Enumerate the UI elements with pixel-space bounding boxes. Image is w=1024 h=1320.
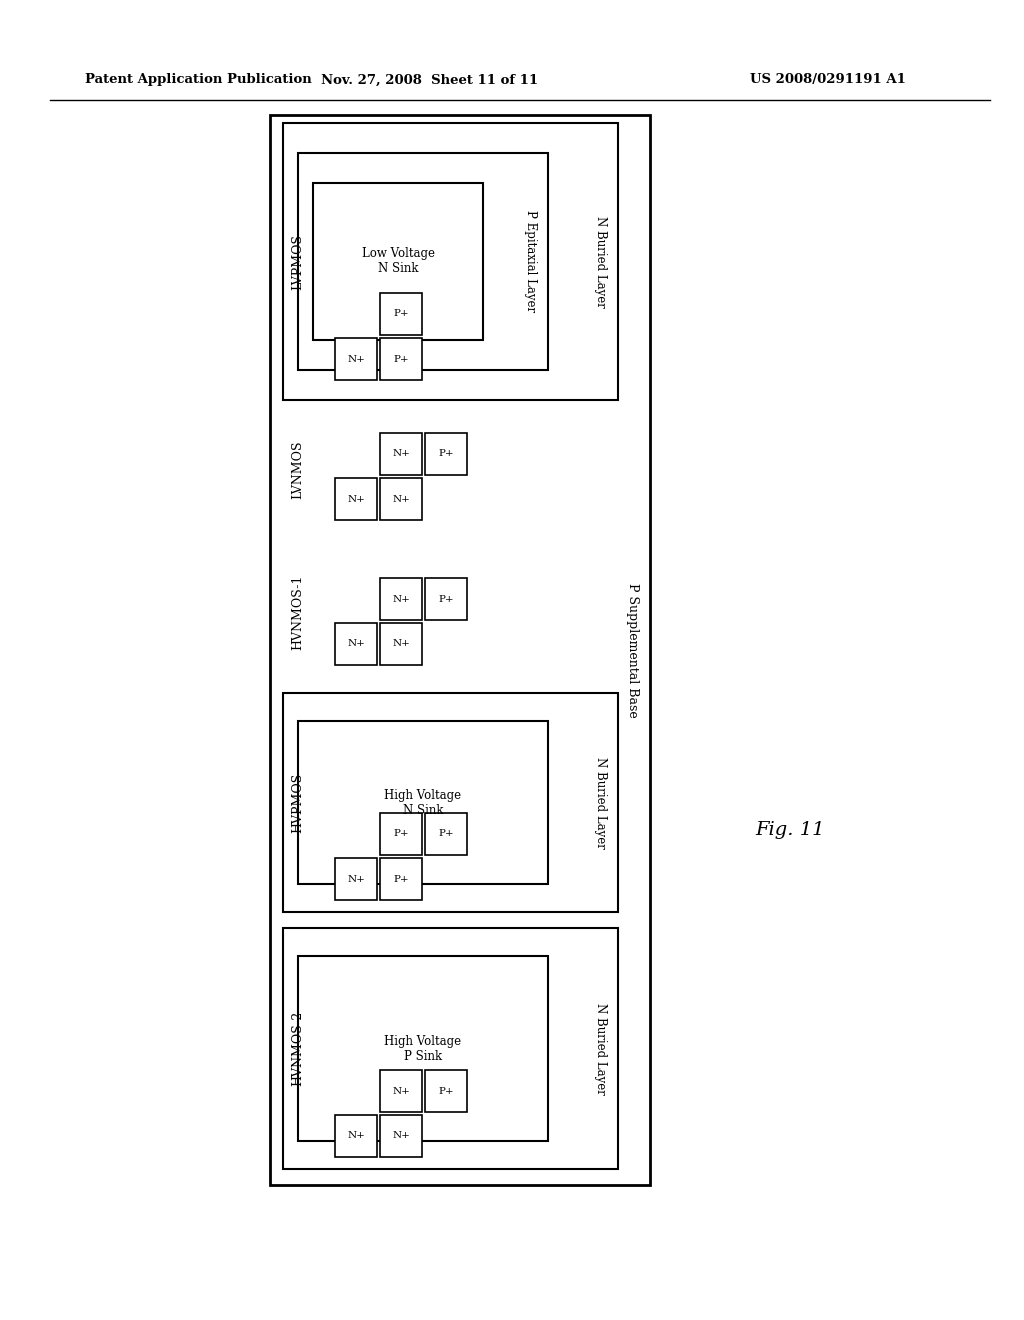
Bar [270, 115, 650, 1185]
Bar [283, 928, 618, 1170]
Bar [425, 1071, 467, 1111]
Bar [425, 813, 467, 855]
Text: N+: N+ [347, 874, 365, 883]
Text: HVNMOS-1: HVNMOS-1 [292, 574, 304, 651]
Bar [380, 293, 422, 335]
Text: P+: P+ [438, 1086, 454, 1096]
Bar [335, 623, 377, 665]
Text: P+: P+ [393, 355, 409, 363]
Bar [380, 338, 422, 380]
Text: Low Voltage
N Sink: Low Voltage N Sink [361, 248, 434, 276]
Bar [380, 1115, 422, 1158]
Bar [380, 433, 422, 475]
Text: P Epitaxial Layer: P Epitaxial Layer [523, 210, 537, 313]
Bar [335, 1115, 377, 1158]
Text: N+: N+ [347, 495, 365, 503]
Text: N Buried Layer: N Buried Layer [594, 1003, 606, 1094]
Text: US 2008/0291191 A1: US 2008/0291191 A1 [750, 74, 906, 87]
Bar [380, 478, 422, 520]
Text: N+: N+ [347, 639, 365, 648]
Bar [335, 478, 377, 520]
Bar [335, 858, 377, 900]
Text: N+: N+ [392, 1086, 410, 1096]
Text: HVNMOS-2: HVNMOS-2 [292, 1011, 304, 1086]
Text: N+: N+ [392, 1131, 410, 1140]
Bar [298, 153, 548, 370]
Text: HVPMOS: HVPMOS [292, 772, 304, 833]
Bar [298, 956, 548, 1140]
Text: LVPMOS: LVPMOS [292, 234, 304, 289]
Bar [298, 721, 548, 884]
Bar [313, 183, 483, 341]
Text: P Supplemental Base: P Supplemental Base [626, 582, 639, 717]
Text: N Buried Layer: N Buried Layer [594, 756, 606, 849]
Bar [425, 433, 467, 475]
Text: N+: N+ [392, 450, 410, 458]
Text: High Voltage
P Sink: High Voltage P Sink [384, 1035, 462, 1063]
Bar [283, 123, 618, 400]
Bar [425, 578, 467, 620]
Text: LVNMOS: LVNMOS [292, 441, 304, 499]
Text: P+: P+ [438, 829, 454, 838]
Text: High Voltage
N Sink: High Voltage N Sink [384, 788, 462, 817]
Bar [380, 623, 422, 665]
Text: N Buried Layer: N Buried Layer [594, 215, 606, 308]
Bar [283, 693, 618, 912]
Text: Patent Application Publication: Patent Application Publication [85, 74, 311, 87]
Bar [380, 1071, 422, 1111]
Text: P+: P+ [393, 829, 409, 838]
Bar [380, 813, 422, 855]
Text: N+: N+ [392, 594, 410, 603]
Bar [335, 338, 377, 380]
Text: P+: P+ [438, 450, 454, 458]
Text: N+: N+ [392, 495, 410, 503]
Text: P+: P+ [393, 874, 409, 883]
Bar [380, 578, 422, 620]
Bar [380, 858, 422, 900]
Text: N+: N+ [347, 355, 365, 363]
Text: P+: P+ [393, 309, 409, 318]
Text: N+: N+ [347, 1131, 365, 1140]
Text: N+: N+ [392, 639, 410, 648]
Text: Nov. 27, 2008  Sheet 11 of 11: Nov. 27, 2008 Sheet 11 of 11 [322, 74, 539, 87]
Text: Fig. 11: Fig. 11 [756, 821, 824, 840]
Text: P+: P+ [438, 594, 454, 603]
